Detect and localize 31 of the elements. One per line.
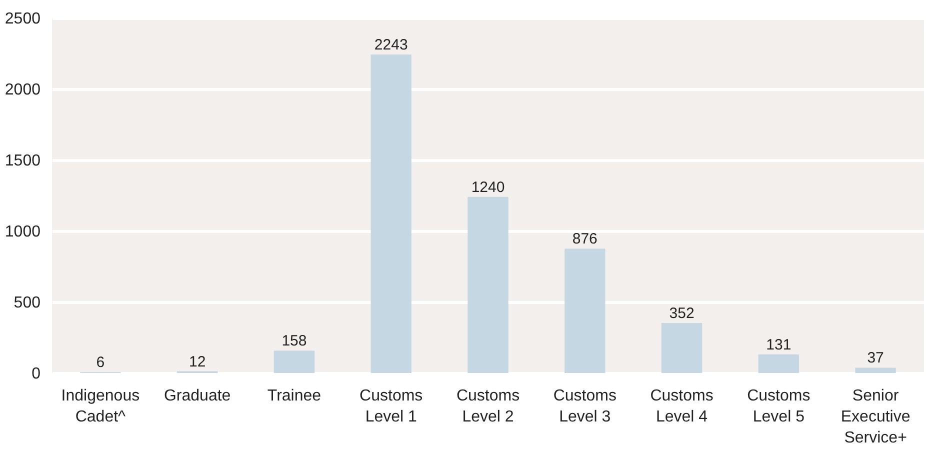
- bar: [661, 323, 702, 373]
- y-tick-label: 1000: [4, 224, 41, 240]
- x-tick-label: Customs Level 1: [360, 388, 423, 426]
- x-tick-label: Customs Level 2: [456, 388, 520, 426]
- data-label: 1240: [471, 178, 505, 196]
- bar: [758, 354, 800, 373]
- x-tick-label: Graduate: [164, 388, 231, 404]
- bar: [468, 196, 508, 373]
- x-tick-label: Customs Level 5: [747, 388, 810, 426]
- x-tick-label: Indigenous Cadet^: [61, 388, 140, 426]
- data-label: 876: [572, 230, 598, 248]
- data-label: 6: [96, 354, 105, 372]
- y-tick-label: 500: [14, 294, 41, 312]
- x-tick-label: Trainee: [267, 388, 322, 404]
- x-tick-label: Customs Level 4: [650, 388, 714, 426]
- bar: [564, 248, 606, 373]
- x-tick-label: Customs Level 3: [553, 388, 616, 426]
- bar: [855, 368, 896, 373]
- data-label: 37: [867, 350, 884, 367]
- y-tick-label: 0: [32, 366, 41, 382]
- y-tick-label: 1500: [4, 152, 41, 170]
- bar: [274, 350, 315, 373]
- data-label: 12: [188, 353, 206, 370]
- data-label: 158: [282, 332, 307, 350]
- y-tick-label: 2000: [4, 82, 41, 98]
- y-tick-label: 2500: [4, 10, 41, 28]
- x-tick-label: Senior Executive Service+: [840, 388, 910, 446]
- bar: [370, 54, 412, 373]
- data-label: 2243: [374, 36, 408, 54]
- data-label: 352: [669, 305, 694, 322]
- data-label: 131: [766, 336, 792, 354]
